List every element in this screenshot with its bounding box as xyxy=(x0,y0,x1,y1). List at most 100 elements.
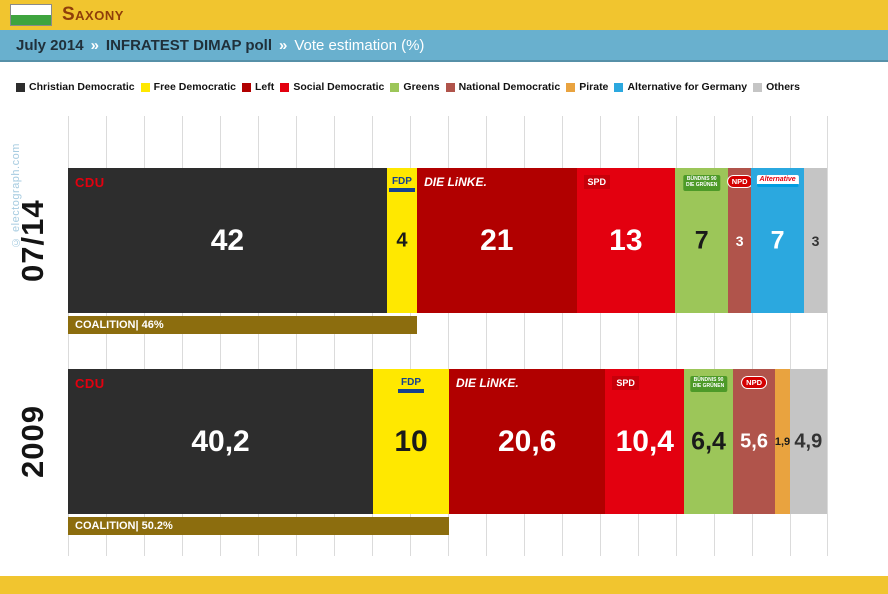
legend-swatch-linke xyxy=(242,82,252,92)
legend-swatch-pirate xyxy=(566,82,576,92)
flag-white-stripe xyxy=(11,5,51,15)
segment-afd: Alternative 7 xyxy=(751,168,805,313)
npd-logo: NPD xyxy=(741,376,767,389)
legend-swatch-afd xyxy=(614,82,624,92)
legend-swatch-npd xyxy=(445,82,455,92)
segment-value: 3 xyxy=(811,232,820,249)
legend-item-fdp: Free Democratic xyxy=(140,81,236,93)
segment-npd: NPD 5,6 xyxy=(732,369,776,514)
segment-value: 40,2 xyxy=(191,424,250,458)
legend-label: National Democratic xyxy=(458,81,561,93)
gruene-logo-line1: BÜNDNIS 90 xyxy=(686,176,717,182)
segment-value: 10,4 xyxy=(615,424,674,458)
poll-source: INFRATEST DIMAP poll xyxy=(105,36,273,54)
legend-label: Alternative for Germany xyxy=(627,81,748,93)
legend-swatch-fdp xyxy=(140,82,150,92)
legend-swatch-others xyxy=(753,82,763,92)
segment-others: 4,9 xyxy=(789,369,827,514)
legend-label: Free Democratic xyxy=(153,81,236,93)
segment-fdp: FDP 10 xyxy=(373,369,449,514)
legend-swatch-spd xyxy=(280,82,290,92)
region-title: Saxony xyxy=(62,4,124,25)
segment-value: 4,9 xyxy=(794,430,823,452)
coalition-bar-0: COALITION | 46% xyxy=(68,316,418,334)
legend-label: Others xyxy=(766,81,800,93)
linke-logo: DIE LiNKE. xyxy=(424,175,487,189)
spd-logo: SPD xyxy=(612,376,639,390)
legend-swatch-gruene xyxy=(390,82,400,92)
top-bar: Saxony xyxy=(0,0,888,30)
legend-label: Left xyxy=(255,81,275,93)
segment-gruene: BÜNDNIS 90 DIE GRÜNEN 6,4 xyxy=(684,369,733,514)
gruene-logo-line2: DIE GRÜNEN xyxy=(686,181,718,188)
legend-swatch-cdu xyxy=(16,82,25,92)
fdp-logo: FDP xyxy=(388,175,415,192)
spd-logo: SPD xyxy=(583,175,611,189)
legend-item-cdu: Christian Democratic xyxy=(16,81,135,93)
cdu-logo: CDU xyxy=(75,376,105,391)
bar-row-0: CDU 42 FDP 4 DIE LiNKE. 21 SPD 13 BÜNDNIS 90 DIE … xyxy=(68,168,827,313)
poll-title: Vote estimation (%) xyxy=(294,36,425,54)
segment-npd: NPD 3 xyxy=(726,168,753,313)
bar-row-1: CDU 40,2 FDP 10 DIE LiNKE. 20,6 SPD 10,4 BÜNDNIS… xyxy=(68,369,827,514)
segment-value: 21 xyxy=(480,223,514,257)
fdp-logo: FDP xyxy=(398,376,425,393)
legend-item-others: Others xyxy=(753,81,800,93)
saxony-flag xyxy=(10,4,52,26)
separator-chevron-icon: » xyxy=(279,36,288,54)
coalition-label: COALITION xyxy=(75,520,136,532)
legend-label: Christian Democratic xyxy=(29,81,135,93)
segment-value: 7 xyxy=(770,226,785,254)
segment-value: 13 xyxy=(609,223,643,257)
linke-logo: DIE LiNKE. xyxy=(456,376,519,390)
npd-logo: NPD xyxy=(726,175,753,188)
segment-value: 1,9 xyxy=(774,435,791,448)
segment-spd: SPD 10,4 xyxy=(605,369,685,514)
gruene-logo: BÜNDNIS 90 DIE GRÜNEN xyxy=(689,376,728,392)
segment-value: 3 xyxy=(735,232,744,249)
poll-date: July 2014 xyxy=(16,36,84,54)
coalition-label: COALITION xyxy=(75,319,136,331)
segment-value: 7 xyxy=(694,226,709,254)
watermark: © electograph.com xyxy=(10,143,22,248)
segment-gruene: BÜNDNIS 90 DIE GRÜNEN 7 xyxy=(675,168,729,313)
afd-logo: Alternative xyxy=(756,175,799,187)
gruene-logo-line1: BÜNDNIS 90 xyxy=(693,377,724,383)
segment-value: 10 xyxy=(394,424,428,458)
separator-chevron-icon: » xyxy=(90,36,99,54)
row-label-2009: 2009 xyxy=(15,405,50,478)
legend-item-linke: Left xyxy=(242,81,274,93)
bottom-bar xyxy=(0,576,888,594)
legend-item-npd: National Democratic xyxy=(445,81,561,93)
coalition-value: | 46% xyxy=(135,319,164,331)
flag-green-stripe xyxy=(11,15,51,25)
legend-label: Greens xyxy=(403,81,440,93)
segment-pirate: 1,9 xyxy=(774,369,791,514)
coalition-value: | 50.2% xyxy=(135,520,173,532)
coalition-bar-1: COALITION | 50.2% xyxy=(68,517,450,535)
segment-linke: DIE LiNKE. 21 xyxy=(417,168,577,313)
legend-item-spd: Social Democratic xyxy=(280,81,384,93)
segment-fdp: FDP 4 xyxy=(386,168,418,313)
segment-linke: DIE LiNKE. 20,6 xyxy=(449,369,606,514)
segment-value: 6,4 xyxy=(691,427,726,455)
segment-value: 4 xyxy=(396,229,408,251)
segment-value: 42 xyxy=(210,223,245,257)
segment-cdu: CDU 42 xyxy=(68,168,387,313)
gruene-logo-line2: DIE GRÜNEN xyxy=(692,382,725,389)
legend-label: Pirate xyxy=(579,81,609,93)
legend-item-gruene: Greens xyxy=(390,81,440,93)
subheader-bar: July 2014 » INFRATEST DIMAP poll » Vote … xyxy=(0,30,888,62)
legend-item-afd: Alternative for Germany xyxy=(614,81,747,93)
legend: Christian Democratic Free Democratic Left S… xyxy=(16,80,800,94)
gruene-logo: BÜNDNIS 90 DIE GRÜNEN xyxy=(683,175,721,191)
plot: 07/14 CDU 42 FDP 4 DIE LiNKE. 21 SPD 13 BÜNDNIS 9… xyxy=(15,116,828,556)
segment-value: 5,6 xyxy=(740,430,768,452)
cdu-logo: CDU xyxy=(75,175,105,190)
segment-others: 3 xyxy=(804,168,827,313)
legend-label: Social Democratic xyxy=(293,81,385,93)
legend-item-pirate: Pirate xyxy=(566,81,608,93)
segment-cdu: CDU 40,2 xyxy=(68,369,374,514)
segment-value: 20,6 xyxy=(497,424,557,458)
segment-spd: SPD 13 xyxy=(576,168,676,313)
